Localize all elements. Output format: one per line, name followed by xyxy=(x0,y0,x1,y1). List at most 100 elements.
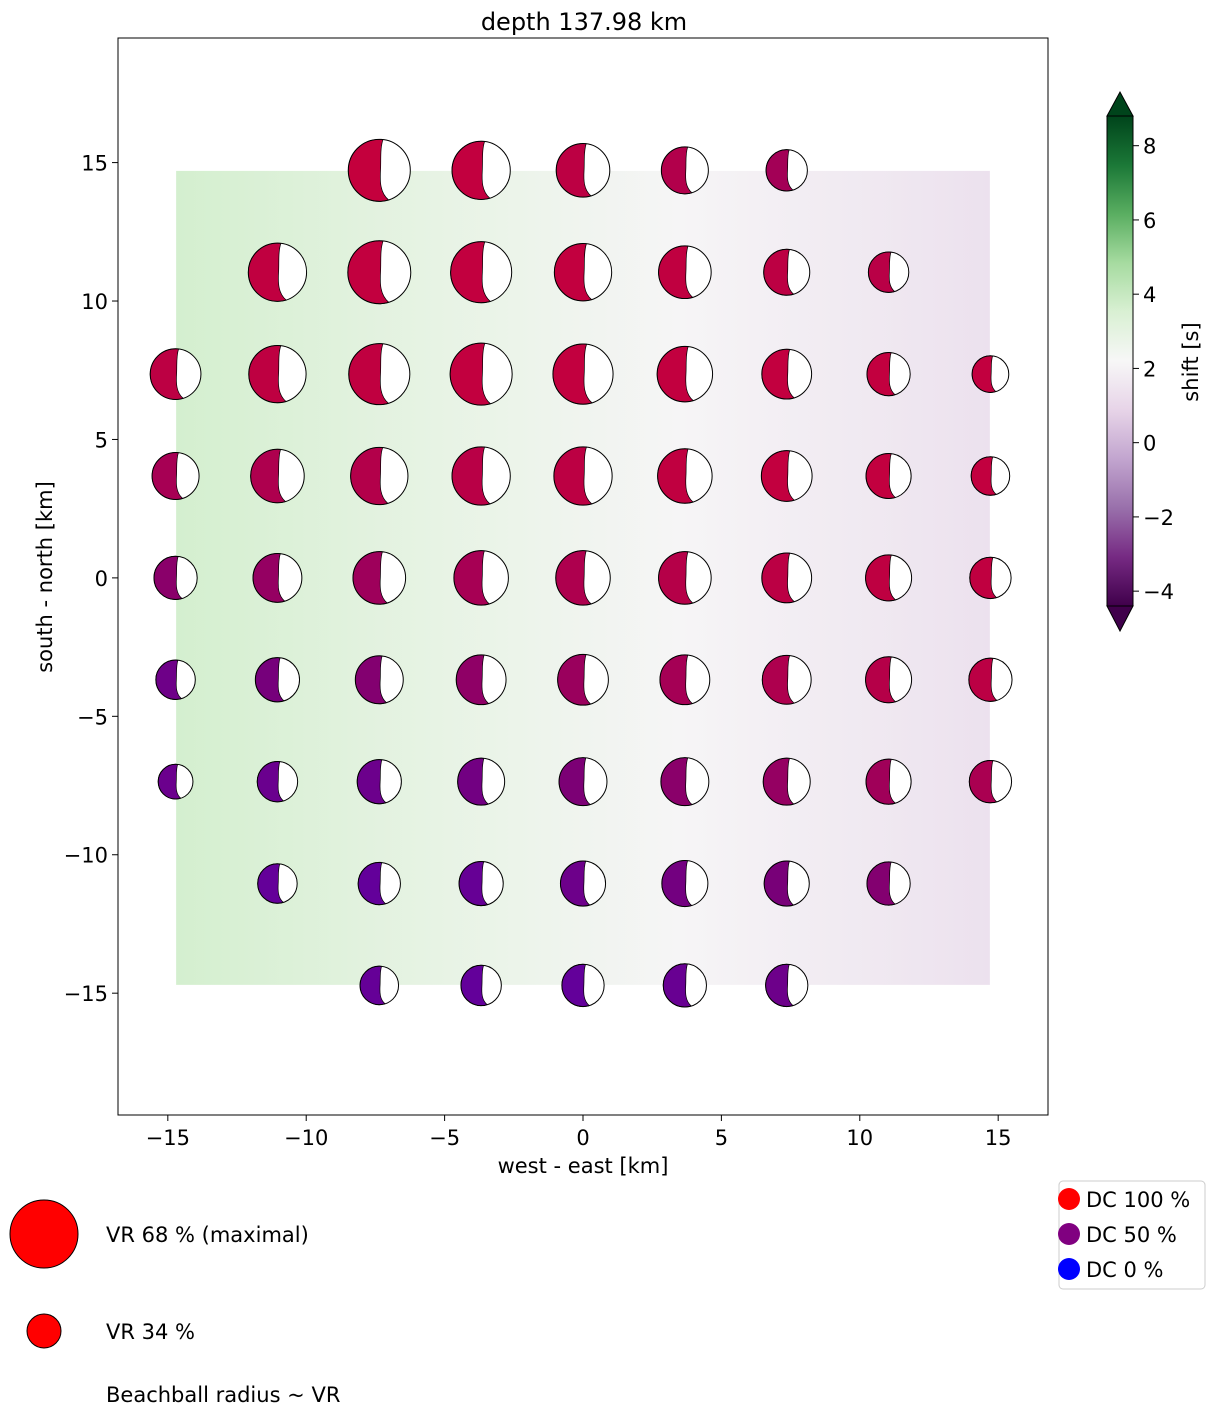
beachball xyxy=(662,963,707,1008)
beachball-outline xyxy=(460,964,502,1007)
colorbar-tick-label: 6 xyxy=(1143,209,1156,233)
beachball-outline xyxy=(865,452,912,500)
beachball xyxy=(451,140,511,200)
beachball xyxy=(658,551,712,605)
beachball-outline xyxy=(451,446,511,506)
beachball-outline xyxy=(763,248,811,296)
beachball-outline xyxy=(656,345,714,403)
beachball-outline xyxy=(968,657,1013,702)
beachball-outline xyxy=(657,448,713,504)
beachball-outline xyxy=(760,450,813,502)
beachball-outline xyxy=(662,963,707,1008)
beachball-outline xyxy=(762,757,811,806)
beachball xyxy=(455,654,507,706)
beachball-outline xyxy=(761,654,812,705)
beachball xyxy=(155,659,196,701)
beachball-outline xyxy=(247,242,308,302)
beachball xyxy=(765,963,809,1008)
dc-legend: DC 100 % DC 50 % DC 0 % xyxy=(1058,1180,1206,1290)
beachball xyxy=(658,245,712,300)
colorbar-tick-label: 4 xyxy=(1143,283,1156,307)
beachball xyxy=(761,654,812,705)
colorbar-tick-label: 0 xyxy=(1143,432,1156,456)
beachball-outline xyxy=(256,760,299,803)
beachball-outline xyxy=(348,343,411,406)
beachball xyxy=(763,860,810,907)
chart-title: depth 137.98 km xyxy=(481,8,687,36)
beachball-outline xyxy=(660,146,709,195)
vr-legend-marker-min xyxy=(26,1313,62,1349)
beachball-outline xyxy=(357,861,401,906)
x-tick-label: −15 xyxy=(146,1126,190,1150)
beachball xyxy=(347,138,411,202)
beachball-outline xyxy=(149,348,202,400)
vr-legend-note: Beachball radius ~ VR xyxy=(106,1383,340,1407)
beachball-outline xyxy=(559,860,607,907)
beachball xyxy=(659,654,711,706)
beachball xyxy=(555,550,611,606)
x-tick-label: 15 xyxy=(985,1126,1012,1150)
beachball xyxy=(969,556,1012,600)
beachball xyxy=(762,757,811,806)
beachball-outline xyxy=(866,351,911,397)
beachball-outline xyxy=(450,241,513,304)
beachball-outline xyxy=(970,456,1011,496)
beachball xyxy=(460,964,502,1007)
beachball xyxy=(248,344,307,404)
beachball xyxy=(660,757,710,807)
y-tick-label: 0 xyxy=(95,567,108,591)
beachball xyxy=(347,240,412,305)
colorbar-tick-label: 8 xyxy=(1143,135,1156,159)
beachball xyxy=(157,763,194,800)
colorbar-tick-label: −4 xyxy=(1143,580,1174,604)
beachball-outline xyxy=(658,245,712,300)
beachball-outline xyxy=(451,140,511,200)
beachball xyxy=(254,657,301,703)
beachball-outline xyxy=(359,965,400,1006)
beachball xyxy=(458,860,504,907)
colorbar-extend-min xyxy=(1106,605,1134,633)
y-axis: −15 −10 −5 0 5 10 15 xyxy=(64,152,118,1006)
beachball-outline xyxy=(248,344,307,404)
beachball-outline xyxy=(969,556,1012,600)
beachball-outline xyxy=(257,863,298,904)
dc-legend-label-50: DC 50 % xyxy=(1086,1223,1177,1247)
x-tick-label: 0 xyxy=(576,1126,589,1150)
beachball-outline xyxy=(865,758,912,805)
colorbar-bar xyxy=(1107,116,1133,606)
x-tick-label: −10 xyxy=(284,1126,328,1150)
beachball-outline xyxy=(557,653,609,706)
beachball-outline xyxy=(254,657,301,703)
beachball xyxy=(561,963,605,1008)
beachball xyxy=(552,343,614,405)
beachball xyxy=(357,861,401,906)
beachball xyxy=(451,446,511,506)
beachball xyxy=(153,555,198,601)
beachball xyxy=(348,343,411,406)
y-tick-label: 5 xyxy=(95,428,108,452)
beachball-outline xyxy=(553,446,613,506)
dc-legend-marker-50 xyxy=(1058,1223,1080,1245)
beachball xyxy=(558,757,608,807)
beachball-outline xyxy=(660,757,710,807)
beachball xyxy=(765,149,808,192)
beachball xyxy=(352,551,407,605)
beachball xyxy=(867,251,910,293)
dc-legend-marker-0 xyxy=(1058,1258,1080,1280)
beachball-outline xyxy=(865,656,913,704)
dc-legend-label-0: DC 0 % xyxy=(1086,1258,1164,1282)
beachball xyxy=(553,446,613,506)
beachball-outline xyxy=(971,355,1010,393)
beachball xyxy=(866,861,911,906)
beachball xyxy=(865,554,913,602)
beachball-outline xyxy=(157,763,194,800)
beachball xyxy=(865,656,913,704)
x-tick-label: −5 xyxy=(429,1126,460,1150)
beachball-outline xyxy=(347,240,412,305)
beachball-outline xyxy=(153,555,198,601)
beachball-outline xyxy=(765,963,809,1008)
beachball-outline xyxy=(457,757,506,806)
beachball xyxy=(763,248,811,296)
beachball-outline xyxy=(661,860,709,908)
beachball-outline xyxy=(352,551,407,605)
